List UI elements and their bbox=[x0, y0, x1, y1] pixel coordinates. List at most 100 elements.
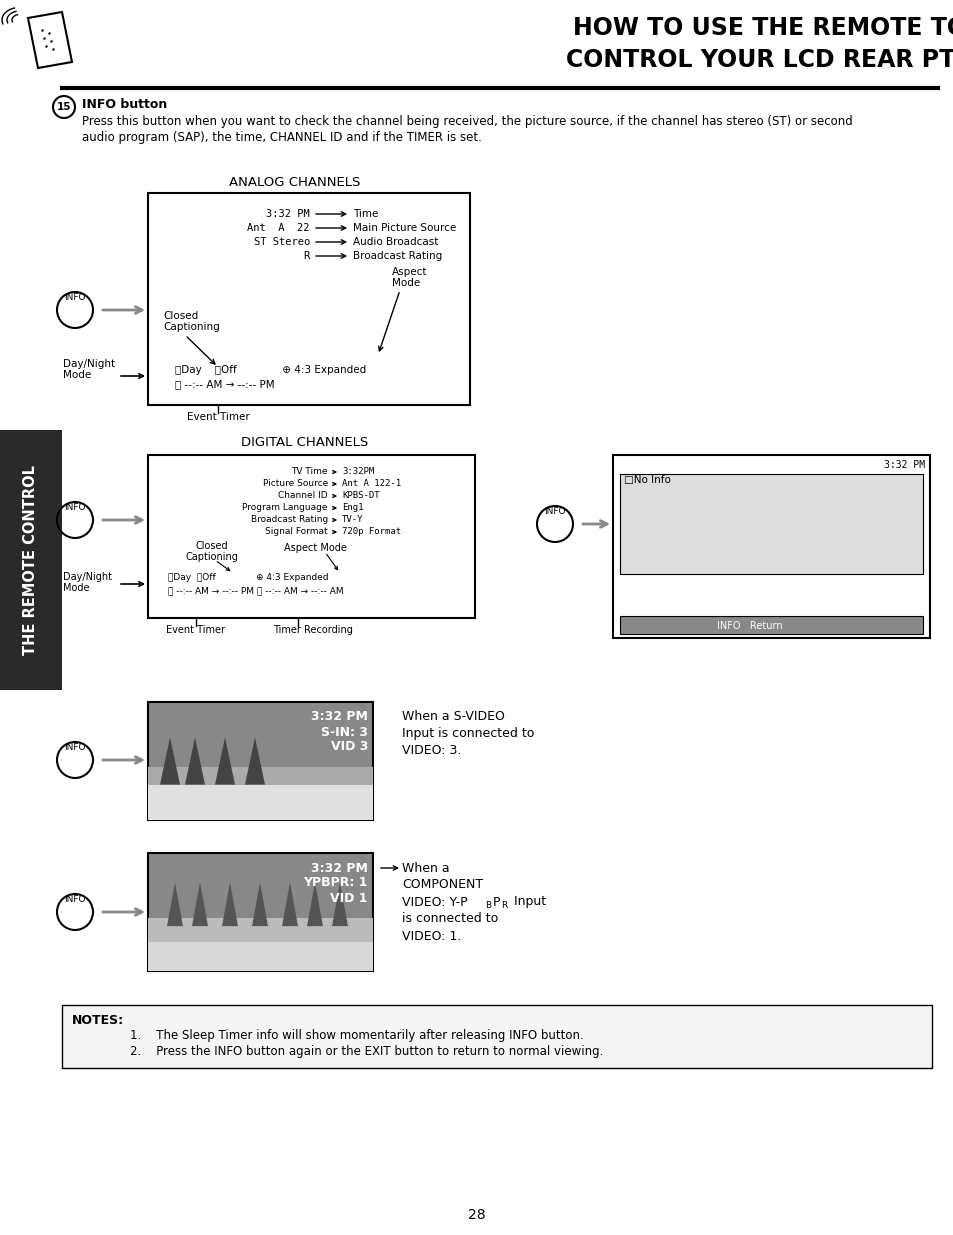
Text: YPBPR: 1: YPBPR: 1 bbox=[303, 877, 368, 889]
Text: audio program (SAP), the time, CHANNEL ID and if the TIMER is set.: audio program (SAP), the time, CHANNEL I… bbox=[82, 131, 481, 143]
Bar bbox=[148, 454, 475, 618]
Text: NOTES:: NOTES: bbox=[71, 1014, 124, 1026]
Text: R: R bbox=[303, 251, 310, 261]
Bar bbox=[148, 853, 373, 971]
Text: Signal Format: Signal Format bbox=[265, 527, 328, 536]
Text: 3:32 PM: 3:32 PM bbox=[311, 862, 368, 874]
Text: ⓉDay  ⓈOff              ⊕ 4:3 Expanded: ⓉDay ⓈOff ⊕ 4:3 Expanded bbox=[168, 573, 328, 582]
Text: COMPONENT: COMPONENT bbox=[401, 878, 482, 892]
Text: Channel ID: Channel ID bbox=[278, 492, 328, 500]
Polygon shape bbox=[167, 883, 183, 926]
Text: INFO: INFO bbox=[64, 894, 86, 904]
Bar bbox=[148, 784, 373, 820]
Text: □No Info: □No Info bbox=[623, 475, 670, 485]
Text: When a: When a bbox=[401, 862, 449, 874]
Polygon shape bbox=[160, 737, 180, 784]
Text: 15: 15 bbox=[56, 103, 71, 112]
Text: R: R bbox=[500, 900, 507, 909]
Text: Input: Input bbox=[510, 895, 545, 909]
Text: P: P bbox=[493, 895, 500, 909]
Text: Broadcast Rating: Broadcast Rating bbox=[251, 515, 328, 525]
Text: ST Stereo: ST Stereo bbox=[253, 237, 310, 247]
Polygon shape bbox=[245, 737, 265, 784]
Text: Day/Night: Day/Night bbox=[63, 359, 115, 369]
Text: Timer Recording: Timer Recording bbox=[273, 625, 353, 635]
Text: Picture Source: Picture Source bbox=[262, 479, 328, 489]
Bar bbox=[148, 941, 373, 971]
Text: Closed: Closed bbox=[163, 311, 198, 321]
Text: ⏰ --:-- AM → --:-- PM: ⏰ --:-- AM → --:-- PM bbox=[174, 379, 274, 389]
Text: Aspect Mode: Aspect Mode bbox=[283, 543, 346, 553]
Text: VIDEO: 3.: VIDEO: 3. bbox=[401, 745, 461, 757]
Bar bbox=[613, 454, 929, 638]
Text: 3:32 PM: 3:32 PM bbox=[882, 459, 924, 471]
Text: 3:32PM: 3:32PM bbox=[341, 468, 374, 477]
Text: Ant A 122-1: Ant A 122-1 bbox=[341, 479, 400, 489]
Bar bbox=[148, 701, 373, 820]
Text: VID 1: VID 1 bbox=[330, 892, 368, 904]
Text: 2.    Press the INFO button again or the EXIT button to return to normal viewing: 2. Press the INFO button again or the EX… bbox=[130, 1046, 602, 1058]
Polygon shape bbox=[214, 737, 234, 784]
Bar bbox=[62, 1005, 931, 1068]
Text: Mode: Mode bbox=[392, 278, 420, 288]
Text: Eng1: Eng1 bbox=[341, 504, 363, 513]
Text: Program Language: Program Language bbox=[242, 504, 328, 513]
Text: INFO: INFO bbox=[64, 742, 86, 752]
Polygon shape bbox=[282, 883, 297, 926]
Polygon shape bbox=[185, 737, 205, 784]
Polygon shape bbox=[252, 883, 268, 926]
Text: THE REMOTE CONTROL: THE REMOTE CONTROL bbox=[24, 466, 38, 655]
Text: 720p Format: 720p Format bbox=[341, 527, 400, 536]
Polygon shape bbox=[307, 883, 323, 926]
Text: When a S-VIDEO: When a S-VIDEO bbox=[401, 710, 504, 724]
Text: Time: Time bbox=[353, 209, 378, 219]
Text: VID 3: VID 3 bbox=[331, 741, 368, 753]
Text: Captioning: Captioning bbox=[163, 322, 219, 332]
Text: HOW TO USE THE REMOTE TO: HOW TO USE THE REMOTE TO bbox=[573, 16, 953, 40]
Text: TV Time: TV Time bbox=[292, 468, 328, 477]
Bar bbox=[148, 918, 373, 971]
Text: Captioning: Captioning bbox=[186, 552, 238, 562]
Text: INFO: INFO bbox=[543, 506, 565, 515]
Polygon shape bbox=[28, 12, 71, 68]
Text: 28: 28 bbox=[468, 1208, 485, 1221]
Text: Mode: Mode bbox=[63, 370, 91, 380]
Text: Input is connected to: Input is connected to bbox=[401, 727, 534, 741]
Polygon shape bbox=[222, 883, 237, 926]
Bar bbox=[0, 430, 62, 690]
Text: CONTROL YOUR LCD REAR PTV: CONTROL YOUR LCD REAR PTV bbox=[566, 48, 953, 72]
Text: TV-Y: TV-Y bbox=[341, 515, 363, 525]
Text: INFO: INFO bbox=[64, 293, 86, 301]
Polygon shape bbox=[332, 883, 348, 926]
Bar bbox=[619, 616, 923, 634]
Text: INFO button: INFO button bbox=[82, 99, 167, 111]
Polygon shape bbox=[192, 883, 208, 926]
Bar bbox=[619, 474, 923, 574]
Text: B: B bbox=[484, 900, 491, 909]
Text: Closed: Closed bbox=[195, 541, 228, 551]
Bar bbox=[148, 193, 470, 405]
Text: INFO   Return: INFO Return bbox=[717, 621, 782, 631]
Text: VIDEO: 1.: VIDEO: 1. bbox=[401, 930, 461, 942]
Text: 1.    The Sleep Timer info will show momentarily after releasing INFO button.: 1. The Sleep Timer info will show moment… bbox=[130, 1029, 583, 1041]
Text: Event Timer: Event Timer bbox=[187, 412, 249, 422]
Text: S-IN: 3: S-IN: 3 bbox=[320, 725, 368, 739]
Text: Day/Night: Day/Night bbox=[63, 572, 112, 582]
Text: is connected to: is connected to bbox=[401, 913, 497, 925]
Text: Broadcast Rating: Broadcast Rating bbox=[353, 251, 442, 261]
Text: Ant  A  22: Ant A 22 bbox=[247, 224, 310, 233]
Text: 3:32 PM: 3:32 PM bbox=[311, 710, 368, 724]
Text: 3:32 PM: 3:32 PM bbox=[266, 209, 310, 219]
Text: KPBS-DT: KPBS-DT bbox=[341, 492, 379, 500]
Text: DIGITAL CHANNELS: DIGITAL CHANNELS bbox=[241, 436, 368, 448]
Text: Event Timer: Event Timer bbox=[167, 625, 225, 635]
Text: Mode: Mode bbox=[63, 583, 90, 593]
Text: ANALOG CHANNELS: ANALOG CHANNELS bbox=[229, 177, 360, 189]
Text: ⓉDay    ⓈOff              ⊕ 4:3 Expanded: ⓉDay ⓈOff ⊕ 4:3 Expanded bbox=[174, 366, 366, 375]
Text: Press this button when you want to check the channel being received, the picture: Press this button when you want to check… bbox=[82, 116, 852, 128]
Text: ⏰ --:-- AM → --:-- PM ⏰ --:-- AM → --:-- AM: ⏰ --:-- AM → --:-- PM ⏰ --:-- AM → --:--… bbox=[168, 587, 343, 595]
Bar bbox=[148, 767, 373, 820]
Text: Audio Broadcast: Audio Broadcast bbox=[353, 237, 438, 247]
Text: INFO: INFO bbox=[64, 503, 86, 511]
Text: VIDEO: Y-P: VIDEO: Y-P bbox=[401, 895, 467, 909]
